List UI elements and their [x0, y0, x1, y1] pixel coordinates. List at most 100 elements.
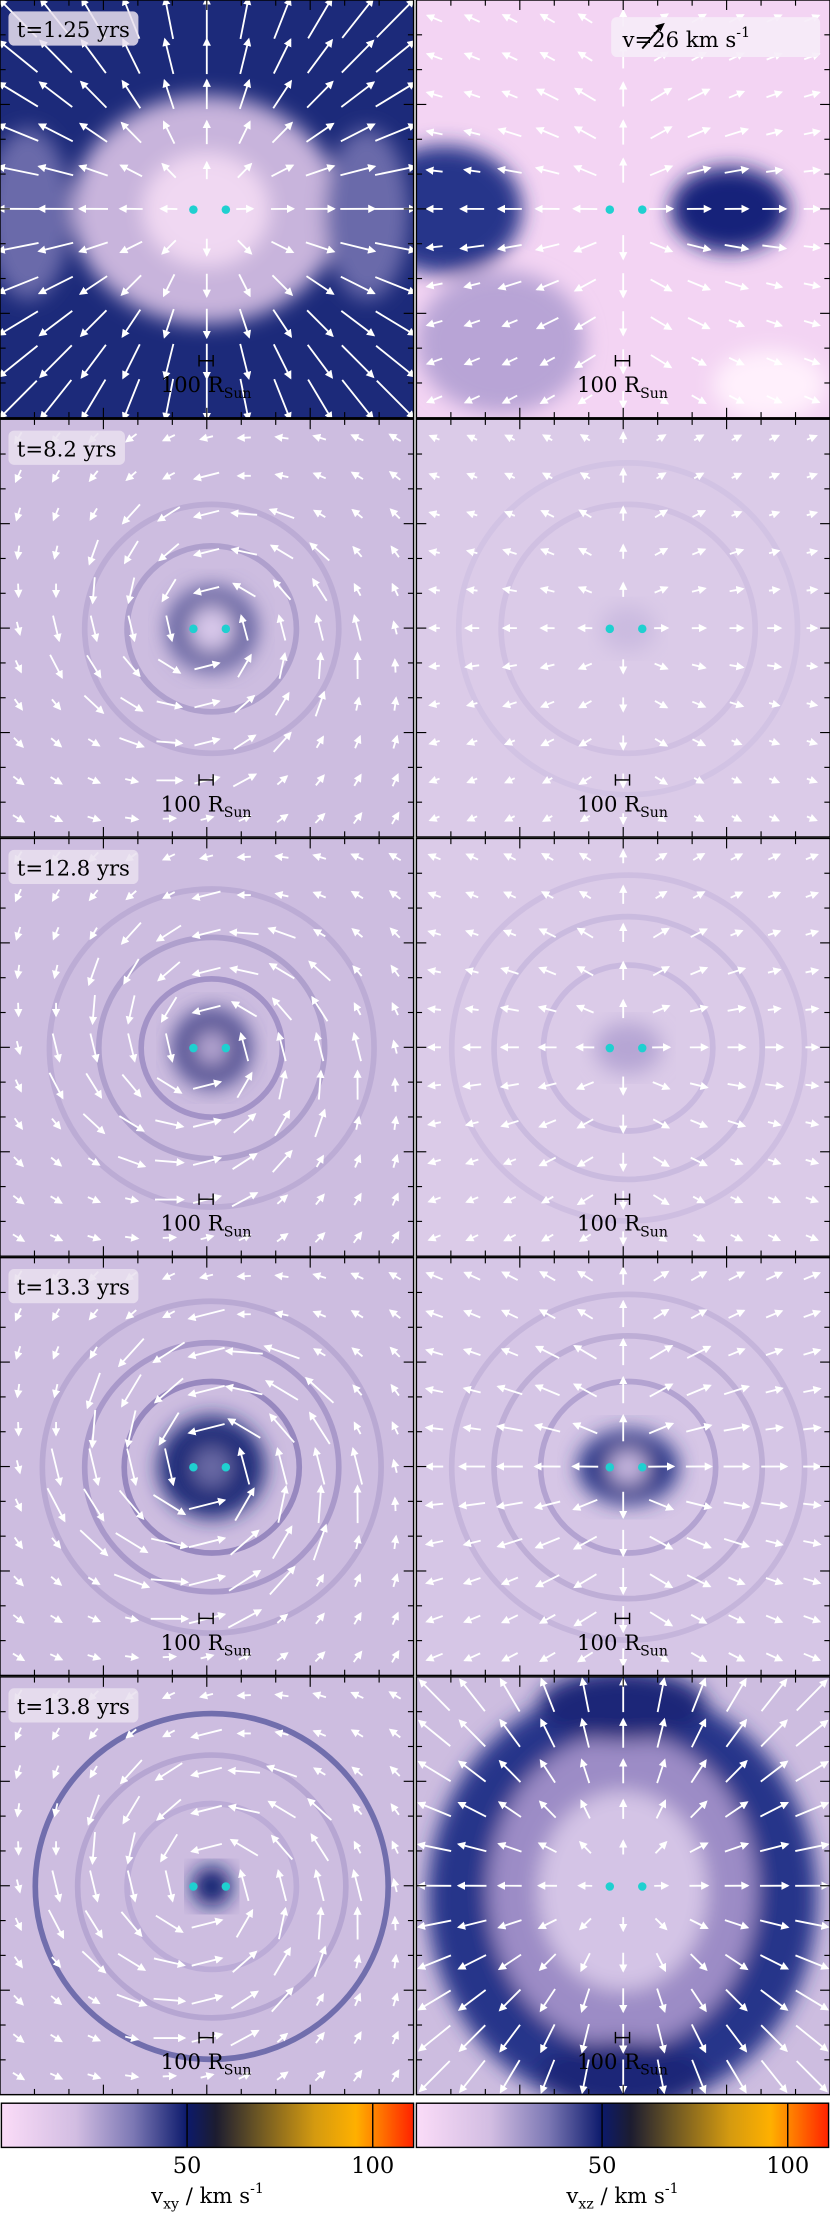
velocity-arrow	[81, 379, 107, 418]
star	[189, 1882, 198, 1891]
velocity-arrow	[155, 924, 182, 942]
velocity-arrow	[127, 1033, 138, 1063]
colorbar-label: vxy / km s-1	[150, 2181, 264, 2213]
velocity-arrow	[229, 1529, 260, 1556]
velocity-arrow	[577, 13, 593, 24]
panel: 100 RSun v=26 km s-1	[415, 0, 830, 419]
velocity-arrow	[537, 1081, 557, 1090]
velocity-arrow	[730, 929, 744, 938]
velocity-arrow	[192, 509, 220, 520]
velocity-arrow	[352, 2069, 363, 2082]
velocity-arrow	[388, 1728, 401, 1739]
velocity-arrow	[307, 1797, 333, 1821]
velocity-arrow	[274, 891, 289, 900]
velocity-arrow	[428, 434, 440, 443]
velocity-arrow	[501, 1271, 519, 1281]
velocity-arrow	[49, 1233, 64, 1242]
velocity-arrow	[269, 1413, 295, 1444]
velocity-arrow	[650, 316, 673, 330]
velocity-arrow	[728, 356, 745, 366]
scale-label: 100 RSun	[161, 2050, 252, 2079]
velocity-arrow	[572, 1422, 598, 1435]
velocity-arrow	[731, 472, 743, 481]
velocity-arrow	[540, 700, 555, 709]
velocity-arrow	[806, 472, 818, 481]
velocity-arrow	[503, 891, 517, 899]
velocity-arrow	[315, 1193, 325, 1206]
velocity-arrow	[649, 1344, 674, 1360]
velocity-arrow	[87, 539, 99, 566]
scale-text: 100 R	[577, 1631, 641, 1656]
velocity-arrow	[276, 775, 289, 786]
velocity-arrow	[463, 1271, 481, 1281]
velocity-arrow	[504, 472, 516, 481]
panel-content	[416, 1676, 830, 2095]
velocity-arrow	[239, 378, 252, 418]
velocity-arrow	[573, 1611, 597, 1627]
velocity-arrow	[274, 852, 289, 862]
velocity-arrow	[426, 1005, 442, 1014]
scale-label: 100 RSun	[161, 373, 252, 402]
velocity-arrow	[39, 39, 73, 74]
velocity-arrow	[427, 1157, 441, 1166]
velocity-arrow	[117, 1952, 147, 1971]
velocity-arrow	[314, 1231, 326, 1243]
velocity-arrow	[313, 1031, 325, 1062]
velocity-arrow	[87, 1195, 102, 1204]
velocity-arrow	[654, 776, 669, 785]
velocity-arrow	[14, 545, 23, 560]
velocity-arrow	[353, 773, 362, 787]
velocity-arrow	[164, 1448, 176, 1487]
velocity-arrow	[276, 614, 287, 641]
panel: 100 RSun t=12.8 yrs	[0, 837, 415, 1257]
velocity-arrow	[540, 738, 555, 747]
velocity-arrow	[579, 814, 591, 823]
velocity-arrow	[307, 379, 333, 418]
velocity-arrow	[534, 1537, 560, 1549]
velocity-arrow	[224, 1383, 263, 1396]
time-box	[8, 849, 139, 885]
velocity-arrow	[50, 1575, 63, 1586]
velocity-arrow	[766, 166, 784, 175]
velocity-arrow	[389, 927, 401, 939]
velocity-arrow	[340, 241, 377, 254]
velocity-arrow	[649, 165, 674, 177]
velocity-arrow	[227, 1418, 261, 1439]
velocity-arrow	[653, 1651, 670, 1663]
velocity-arrow	[765, 1309, 784, 1319]
velocity-arrow	[191, 1004, 221, 1016]
velocity-arrow	[161, 578, 177, 603]
velocity-arrow	[427, 1233, 441, 1242]
velocity-arrow	[224, 1347, 263, 1356]
velocity-arrow	[730, 1157, 744, 1166]
velocity-arrow	[504, 775, 516, 784]
velocity-arrow	[391, 1573, 400, 1588]
velocity-arrow	[162, 308, 175, 339]
velocity-arrow	[463, 395, 481, 404]
velocity-arrow	[417, 2024, 451, 2052]
velocity-arrow	[652, 1118, 671, 1129]
velocity-arrow	[312, 1272, 327, 1281]
velocity-arrow	[496, 165, 522, 175]
velocity-arrow	[805, 1119, 820, 1128]
velocity-arrow	[806, 775, 818, 784]
scale-sub: Sun	[640, 1643, 668, 1659]
velocity-arrow	[341, 344, 375, 379]
velocity-arrow	[314, 2070, 326, 2082]
velocity-arrow	[87, 1157, 101, 1166]
velocity-arrow	[391, 1649, 400, 1663]
velocity-arrow	[374, 123, 414, 142]
colorbar-tick-label: 50	[173, 2153, 202, 2179]
velocity-arrow	[119, 737, 145, 749]
velocity-arrow	[768, 775, 781, 784]
velocity-arrow	[87, 2072, 102, 2081]
velocity-arrow	[540, 510, 555, 518]
velocity-arrow	[52, 1803, 61, 1818]
velocity-arrow	[192, 1079, 223, 1090]
velocity-arrow	[120, 921, 142, 945]
velocity-arrow	[13, 1575, 24, 1587]
velocity-arrow	[654, 509, 669, 519]
panel: 100 RSun	[415, 418, 830, 838]
velocity-arrow	[80, 344, 107, 379]
